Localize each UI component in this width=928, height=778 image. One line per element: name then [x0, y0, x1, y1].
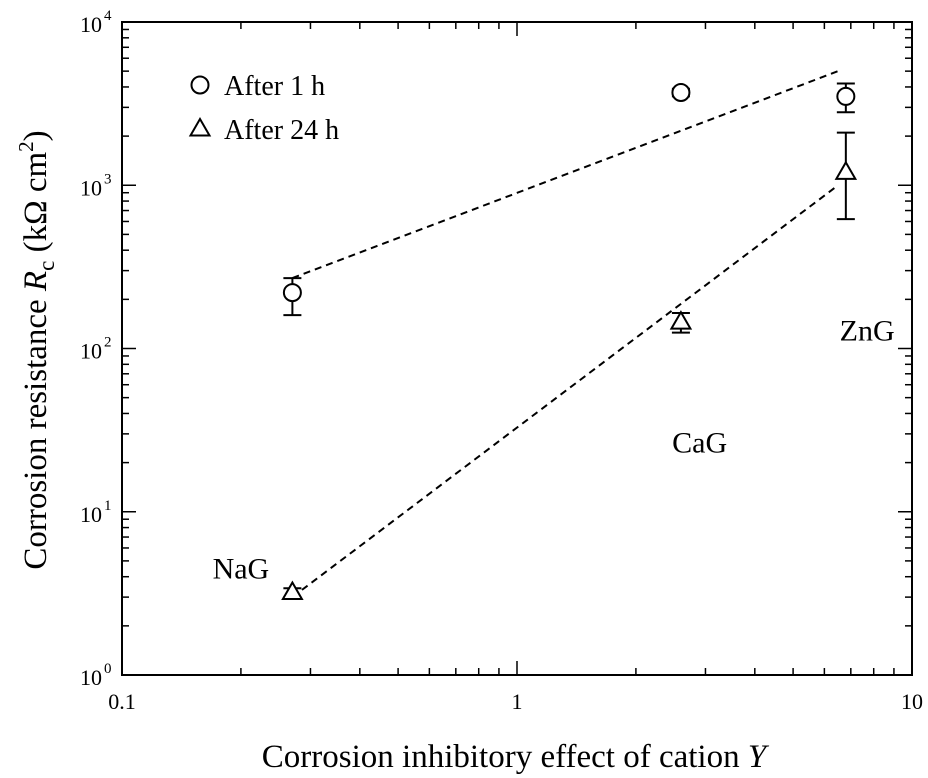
annotation-label: ZnG — [840, 314, 895, 347]
y-tick-label: 10 3 — [80, 171, 112, 200]
y-tick-exponent: 0 — [104, 661, 112, 677]
y-tick-base: 10 — [80, 12, 102, 37]
circle-marker — [836, 86, 856, 106]
legend: After 1 h After 24 h — [188, 71, 339, 146]
data-point — [834, 131, 858, 221]
data-point — [281, 580, 304, 601]
circle-marker — [671, 82, 691, 102]
data-point — [671, 82, 691, 102]
y-tick-exponent: 1 — [104, 498, 112, 514]
fit-lines — [291, 70, 839, 598]
legend-circle-marker — [190, 75, 210, 95]
data-point — [836, 82, 856, 114]
x-tick-label: 1 — [512, 689, 523, 714]
y-tick-exponent: 4 — [104, 8, 112, 24]
legend-label: After 1 h — [224, 71, 325, 102]
data-point — [282, 277, 302, 317]
y-tick-label: 10 0 — [80, 661, 112, 690]
y-tick-label: 10 2 — [80, 335, 112, 364]
annotation-label: CaG — [672, 427, 727, 460]
fit-line — [292, 70, 839, 280]
x-tick-label: 0.1 — [108, 689, 136, 714]
y-tick-exponent: 3 — [104, 171, 112, 187]
data-marks — [281, 82, 858, 601]
annotation-label: NaG — [213, 553, 270, 586]
y-tick-base: 10 — [80, 175, 102, 200]
triangle-marker — [669, 310, 693, 330]
triangle-marker — [834, 160, 858, 180]
y-tick-label: 10 1 — [80, 498, 112, 527]
y-tick-label: 10 4 — [80, 8, 112, 37]
legend-item: After 24 h — [188, 115, 339, 146]
legend-item: After 1 h — [190, 71, 325, 102]
x-axis-title: Corrosion inhibitory effect of cation Y — [262, 739, 770, 775]
y-axis-title: Corrosion resistance Rc (kΩ cm2) — [14, 130, 59, 569]
triangle-marker — [281, 580, 304, 601]
y-tick-base: 10 — [80, 502, 102, 527]
fit-line — [291, 184, 839, 598]
legend-triangle-marker — [188, 116, 212, 137]
annotations: NaG CaG ZnG — [213, 314, 895, 585]
data-point — [669, 310, 693, 334]
legend-label: After 24 h — [224, 115, 339, 146]
y-tick-base: 10 — [80, 665, 102, 690]
x-tick-label: 10 — [901, 689, 923, 714]
circle-marker — [282, 283, 302, 303]
y-tick-base: 10 — [80, 339, 102, 364]
y-tick-exponent: 2 — [104, 335, 112, 351]
